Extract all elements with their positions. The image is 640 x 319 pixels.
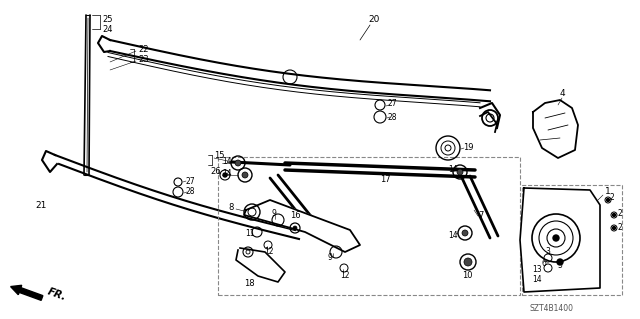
Text: 14: 14 (222, 158, 232, 167)
Text: 25: 25 (102, 14, 113, 24)
Circle shape (462, 230, 468, 236)
Text: 9: 9 (272, 209, 277, 218)
Text: 1: 1 (605, 188, 611, 197)
Circle shape (607, 198, 609, 202)
Text: 19: 19 (463, 144, 474, 152)
Text: 2: 2 (618, 222, 623, 232)
Text: 3: 3 (545, 248, 550, 256)
Circle shape (557, 259, 563, 265)
Text: 12: 12 (340, 271, 349, 279)
Text: 21: 21 (35, 201, 46, 210)
Text: 17: 17 (380, 175, 390, 184)
Circle shape (553, 235, 559, 241)
Text: 27: 27 (186, 176, 196, 186)
Text: 12: 12 (264, 248, 273, 256)
Text: 14: 14 (448, 166, 458, 174)
Text: FR.: FR. (46, 286, 68, 302)
Polygon shape (533, 100, 578, 158)
Bar (522, 185, 622, 295)
Text: 6: 6 (542, 258, 547, 268)
Text: 28: 28 (186, 188, 195, 197)
Polygon shape (236, 248, 285, 282)
Circle shape (242, 172, 248, 178)
Text: 7: 7 (478, 211, 483, 219)
Circle shape (223, 173, 227, 177)
Text: 13: 13 (532, 265, 541, 275)
Text: 2: 2 (618, 210, 623, 219)
Text: 26: 26 (210, 167, 221, 176)
Text: 15: 15 (214, 152, 225, 160)
Text: 2: 2 (610, 192, 615, 202)
Circle shape (457, 169, 463, 175)
Polygon shape (244, 200, 360, 252)
Text: 4: 4 (560, 88, 566, 98)
FancyArrow shape (11, 285, 43, 300)
Text: 18: 18 (244, 278, 255, 287)
Text: 14: 14 (222, 169, 232, 179)
Text: 24: 24 (102, 25, 113, 33)
Polygon shape (520, 188, 600, 292)
Text: 27: 27 (388, 100, 397, 108)
Circle shape (464, 258, 472, 266)
Bar (218, 157, 520, 295)
Text: 5: 5 (557, 262, 562, 271)
Text: 8: 8 (228, 204, 234, 212)
Circle shape (612, 226, 616, 229)
Circle shape (612, 213, 616, 217)
Circle shape (293, 226, 297, 230)
Text: 14: 14 (448, 231, 458, 240)
Text: 9: 9 (328, 254, 333, 263)
Text: 20: 20 (368, 16, 380, 25)
Text: 16: 16 (290, 211, 301, 219)
Text: 28: 28 (388, 113, 397, 122)
Text: 10: 10 (462, 271, 472, 279)
Text: 22: 22 (138, 46, 148, 55)
Text: SZT4B1400: SZT4B1400 (530, 304, 574, 313)
Text: 11: 11 (245, 229, 255, 239)
Circle shape (235, 160, 241, 166)
Text: 14: 14 (532, 276, 541, 285)
Text: 23: 23 (138, 56, 148, 64)
